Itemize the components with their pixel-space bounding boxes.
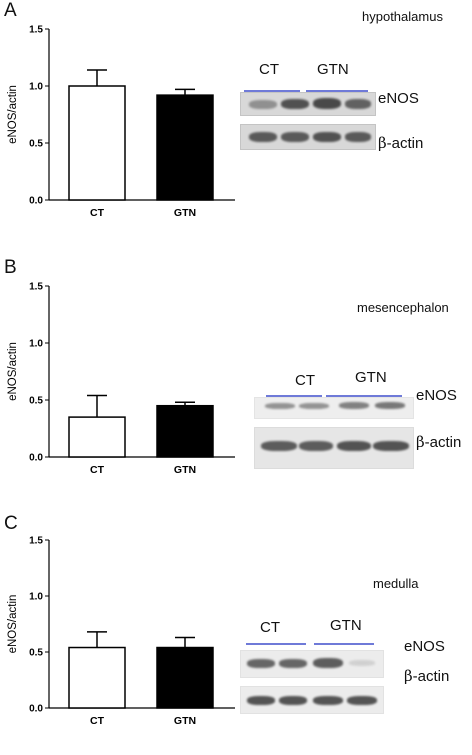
- y-tick-label: 1.0: [29, 82, 43, 93]
- blot-group-ct: CT: [295, 372, 315, 389]
- blot-band: [261, 441, 297, 451]
- enos-band-strip: [240, 650, 384, 678]
- bar: [68, 85, 126, 201]
- beta-symbol: β: [416, 433, 425, 451]
- actin-band-strip: [240, 124, 376, 150]
- y-axis-label: eNOS/actin: [7, 595, 19, 654]
- panel-letter: B: [4, 257, 17, 278]
- panel-letter: A: [4, 0, 17, 21]
- panel-letter: C: [4, 513, 18, 534]
- blot-band: [299, 441, 333, 451]
- blot-band: [279, 659, 307, 668]
- y-tick-label: 0.0: [29, 453, 43, 464]
- blot-band: [337, 441, 371, 451]
- enos-band-strip: [240, 92, 376, 116]
- lane-line-gtn: [314, 643, 374, 645]
- y-tick-label: 0.0: [29, 704, 43, 715]
- blot-band: [339, 402, 369, 409]
- bar: [68, 646, 126, 709]
- panel-b: B mesencephalon 0.0 0.5 1.0 1.5 eNOS/actin CT…: [0, 257, 472, 499]
- blot-band: [313, 658, 343, 668]
- blot-band: [265, 403, 295, 409]
- actin-band-strip: [240, 686, 384, 714]
- protein-label-actin: β-actin: [378, 134, 423, 152]
- bar-chart: 0.0 0.5 1.0 1.5 eNOS/actin CT GTN: [7, 536, 235, 727]
- blot-band: [313, 696, 343, 705]
- y-tick-label: 0.0: [29, 196, 43, 207]
- blot-band: [281, 99, 309, 109]
- blot-band: [349, 660, 375, 666]
- blot-band: [347, 696, 377, 705]
- blot-band: [249, 132, 277, 142]
- y-tick-label: 1.0: [29, 592, 43, 603]
- blot-band: [373, 441, 409, 451]
- y-tick-label: 0.5: [29, 139, 43, 150]
- bar-chart: 0.0 0.5 1.0 1.5 eNOS/actin CT GTN: [7, 282, 235, 476]
- lane-line-ct: [266, 395, 322, 397]
- actin-band-strip: [254, 427, 414, 469]
- blot-band: [375, 402, 405, 409]
- region-label: medulla: [373, 576, 419, 591]
- blot-band: [247, 696, 275, 705]
- beta-symbol: β: [404, 667, 413, 685]
- lane-line-gtn: [326, 395, 402, 397]
- bar: [156, 646, 214, 709]
- y-tick-label: 1.0: [29, 339, 43, 350]
- blot-band: [249, 100, 277, 109]
- y-tick-label: 1.5: [29, 536, 43, 547]
- region-label: mesencephalon: [357, 300, 449, 315]
- x-tick-label: GTN: [174, 715, 196, 727]
- protein-label-enos: eNOS: [404, 638, 445, 655]
- actin-text: -actin: [424, 434, 462, 451]
- x-tick-label: GTN: [174, 464, 196, 476]
- blot-band: [299, 403, 329, 409]
- blot-band: [247, 659, 275, 668]
- protein-label-actin: β-actin: [416, 433, 461, 451]
- bar: [156, 404, 214, 458]
- y-tick-label: 1.5: [29, 25, 43, 36]
- beta-symbol: β: [378, 134, 387, 152]
- blot-band: [345, 132, 371, 142]
- blot-group-ct: CT: [259, 61, 279, 78]
- actin-text: -actin: [412, 668, 450, 685]
- enos-band-strip: [254, 397, 414, 419]
- western-blot: CT GTN eNOS β-actin: [238, 616, 472, 716]
- blot-band: [345, 99, 371, 109]
- blot-group-gtn: GTN: [317, 61, 349, 78]
- y-tick-label: 1.5: [29, 282, 43, 293]
- bar: [156, 94, 214, 201]
- western-blot: CT GTN eNOS β-actin: [238, 58, 472, 158]
- panel-c: C medulla 0.0 0.5 1.0 1.5 eNOS/actin CT GTN CT…: [0, 513, 472, 755]
- x-tick-label: CT: [90, 715, 105, 727]
- blot-band: [279, 696, 307, 705]
- protein-label-enos: eNOS: [378, 90, 419, 107]
- x-tick-label: GTN: [174, 207, 196, 219]
- western-blot: CT GTN eNOS β-actin: [252, 369, 472, 469]
- bar: [68, 416, 126, 458]
- blot-band: [313, 132, 341, 142]
- protein-label-actin: β-actin: [404, 667, 449, 685]
- actin-text: -actin: [386, 135, 424, 152]
- blot-group-ct: CT: [260, 619, 280, 636]
- blot-group-gtn: GTN: [330, 617, 362, 634]
- x-tick-label: CT: [90, 464, 105, 476]
- y-axis-label: eNOS/actin: [7, 342, 19, 401]
- lane-line-ct: [246, 643, 306, 645]
- y-axis-label: eNOS/actin: [7, 85, 19, 144]
- x-tick-label: CT: [90, 207, 105, 219]
- y-tick-label: 0.5: [29, 396, 43, 407]
- protein-label-enos: eNOS: [416, 387, 457, 404]
- y-tick-label: 0.5: [29, 648, 43, 659]
- bar-chart: 0.0 0.5 1.0 1.5 eNOS/actin CT GTN: [7, 25, 235, 219]
- lane-line-gtn: [306, 90, 368, 92]
- lane-line-ct: [244, 90, 300, 92]
- blot-band: [281, 132, 309, 142]
- region-label: hypothalamus: [362, 9, 443, 24]
- blot-band: [313, 98, 341, 109]
- blot-group-gtn: GTN: [355, 369, 387, 386]
- panel-a: A hypothalamus 0.0 0.5 1.0 1.5 eNOS/actin CT G…: [0, 0, 472, 242]
